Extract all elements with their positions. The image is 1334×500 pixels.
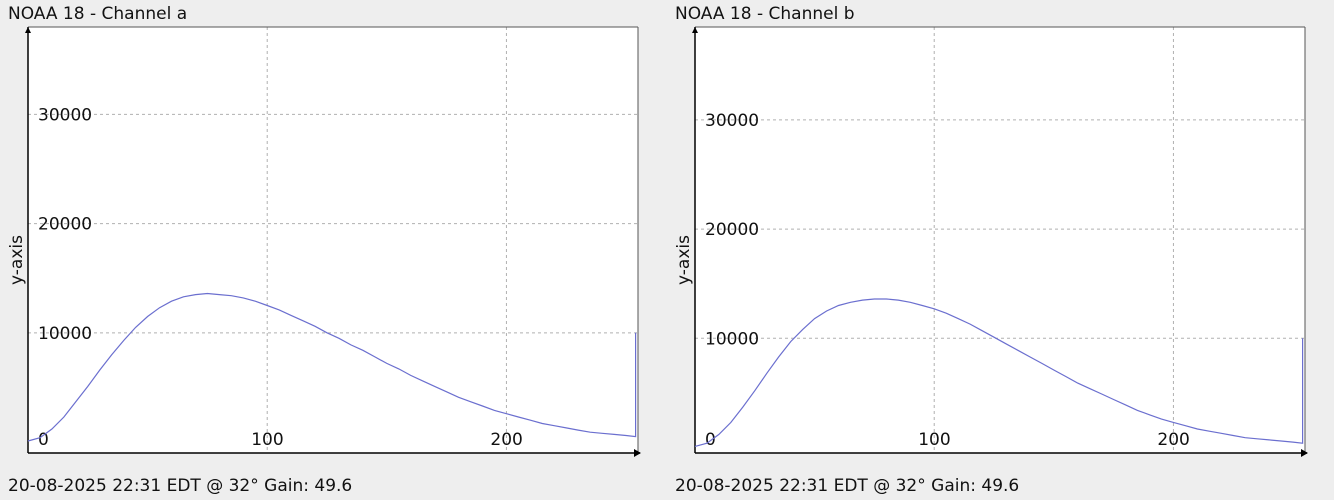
x-tick-label: 200 — [1157, 430, 1189, 450]
series-line — [27, 292, 637, 442]
x-tick-label: 100 — [918, 430, 950, 450]
chart-panel-channel-b: NOAA 18 - Channel b 0 100 200 10000 20000 300… — [667, 0, 1334, 500]
y-axis-title: y-axis — [674, 235, 694, 285]
x-tick-label: 200 — [490, 430, 522, 450]
y-axis-arrow — [25, 27, 31, 33]
x-axis-arrow — [1301, 449, 1308, 457]
y-tick-label: 20000 — [705, 220, 759, 240]
y-tick-label: 30000 — [705, 111, 759, 131]
y-axis-title: y-axis — [7, 235, 27, 285]
plot-area — [695, 27, 1305, 453]
chart-title: NOAA 18 - Channel a — [8, 4, 188, 24]
chart-footer-info: 20-08-2025 22:31 EDT @ 32° Gain: 49.6 — [8, 476, 353, 496]
chart-footer-info: 20-08-2025 22:31 EDT @ 32° Gain: 49.6 — [675, 476, 1020, 496]
y-tick-label: 10000 — [38, 324, 92, 344]
y-tick-label: 30000 — [38, 105, 92, 125]
y-axis-arrow — [692, 27, 698, 33]
plot-area — [28, 27, 638, 453]
chart-title: NOAA 18 - Channel b — [675, 4, 855, 24]
x-tick-label: 0 — [38, 430, 49, 450]
chart-panel-channel-a: NOAA 18 - Channel a 0 100 200 10000 20000 300… — [7, 4, 641, 496]
line-chart: 0 100 200 10000 20000 30000 y-axis — [7, 26, 641, 457]
x-axis-arrow — [634, 449, 641, 457]
series-line — [694, 298, 1304, 447]
y-tick-label: 20000 — [38, 215, 92, 235]
x-tick-label: 100 — [251, 430, 283, 450]
y-tick-label: 10000 — [705, 329, 759, 349]
